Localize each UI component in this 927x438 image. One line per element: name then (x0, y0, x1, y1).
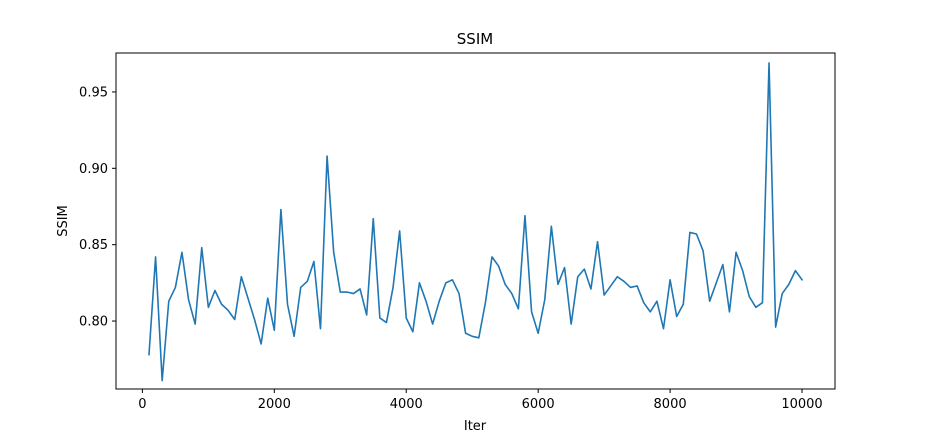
y-axis: 0.80 0.85 0.90 0.95 (79, 85, 116, 330)
x-tick-label: 2000 (258, 397, 291, 412)
plot-layer (148, 62, 804, 382)
x-axis-label: Iter (464, 419, 487, 434)
x-tick-label: 4000 (390, 397, 423, 412)
y-tick-label: 0.90 (79, 162, 108, 177)
y-tick-label: 0.80 (79, 315, 108, 330)
y-tick-label: 0.85 (79, 238, 108, 253)
chart-title: SSIM (457, 30, 493, 48)
y-axis-label: SSIM (56, 205, 71, 237)
y-tick-label: 0.95 (79, 85, 108, 100)
series-line (148, 62, 804, 382)
plot-frame (115, 52, 836, 390)
x-tick-label: 0 (138, 397, 146, 412)
x-tick-label: 8000 (654, 397, 687, 412)
x-axis: 0 2000 4000 6000 8000 10000 (138, 389, 823, 412)
x-tick-label: 10000 (781, 397, 822, 412)
x-tick-label: 6000 (522, 397, 555, 412)
